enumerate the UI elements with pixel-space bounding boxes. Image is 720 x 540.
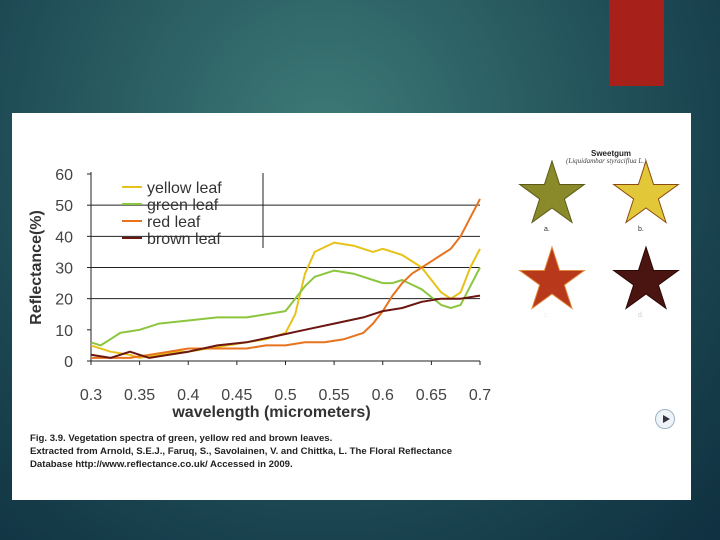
leaf-shape	[518, 245, 586, 310]
figure-panel: 0 10 20 30 40 50 60 0.3 0.35 0.4 0.45 0.5 0.55 0.6 0.6…	[12, 113, 691, 500]
leaf-c: c.	[518, 245, 586, 319]
leaf-c-label: c.	[544, 312, 550, 319]
series-line-green-leaf	[90, 267, 481, 347]
leaf-photos-subtitle: (Liquidambar styraciflua L.)	[566, 157, 647, 165]
y-axis-label: Reflectance(%)	[28, 210, 45, 325]
leaf-shape	[612, 245, 680, 310]
caption-line-1: Fig. 3.9. Vegetation spectra of green, y…	[30, 433, 333, 444]
leaf-b-label: b.	[638, 226, 644, 233]
caption-line-3: Database http://www.reflectance.co.uk/ A…	[30, 459, 293, 470]
leaf-a-label: a.	[544, 226, 550, 233]
x-tick-label: 0.65	[416, 387, 447, 404]
y-tick-label: 0	[64, 354, 73, 371]
legend-label: red leaf	[147, 214, 201, 231]
legend-label: green leaf	[147, 197, 219, 214]
y-tick-label: 20	[55, 292, 73, 309]
x-tick-label: 0.45	[221, 387, 252, 404]
y-tick-label: 30	[55, 261, 73, 278]
x-tick-label: 0.6	[372, 387, 394, 404]
series-line-red-leaf	[91, 198, 481, 359]
y-tick-label: 60	[55, 167, 73, 184]
series-line-brown-leaf	[90, 294, 481, 359]
x-tick-label: 0.4	[177, 387, 199, 404]
legend-label: brown leaf	[147, 231, 221, 248]
leaf-d-label: d.	[638, 312, 644, 319]
figure-caption: Fig. 3.9. Vegetation spectra of green, y…	[30, 432, 550, 471]
y-tick-label: 10	[55, 323, 73, 340]
leaf-photos: Sweetgum (Liquidambar styraciflua L.) a.…	[506, 145, 692, 325]
leaf-a: a.	[518, 159, 586, 233]
leaf-b: b.	[612, 159, 680, 233]
leaf-photos-title: Sweetgum	[591, 149, 632, 158]
leaf-d: d.	[612, 245, 680, 319]
x-tick-label: 0.3	[80, 387, 102, 404]
reflectance-chart: 0 10 20 30 40 50 60 0.3 0.35 0.4 0.45 0.5 0.55 0.6 0.6…	[28, 167, 491, 421]
x-tick-label: 0.7	[469, 387, 491, 404]
legend-label: yellow leaf	[147, 180, 222, 197]
y-tick-label: 40	[55, 229, 73, 246]
x-tick-label: 0.55	[319, 387, 350, 404]
leaf-shape	[612, 159, 680, 224]
play-icon[interactable]	[655, 409, 675, 429]
caption-line-2: Extracted from Arnold, S.E.J., Faruq, S.…	[30, 446, 453, 457]
leaf-grid: a. b. c. d.	[518, 159, 680, 319]
y-tick-label: 50	[55, 198, 73, 215]
accent-bar	[609, 0, 664, 86]
x-axis-label: wavelength (micrometers)	[171, 404, 370, 421]
x-tick-label: 0.5	[274, 387, 296, 404]
leaf-shape	[518, 159, 586, 224]
series-line-yellow-leaf	[90, 241, 481, 359]
x-tick-label: 0.35	[124, 387, 155, 404]
